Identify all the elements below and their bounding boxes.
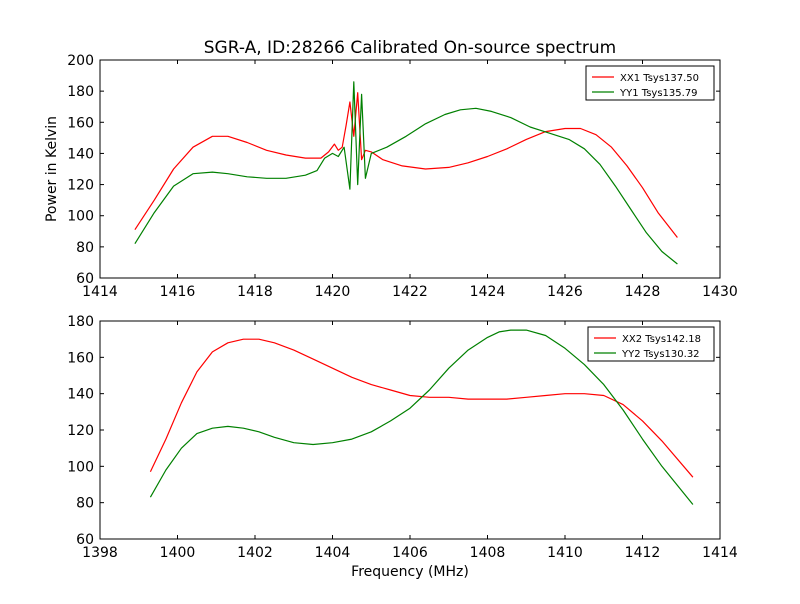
legend-label: YY1 Tsys135.79 [619,88,698,99]
x-tick-label: 1406 [392,545,428,561]
legend-label: YY2 Tsys130.32 [621,349,700,360]
x-tick-label: 1418 [237,284,273,300]
series-line-1-2 [134,81,678,265]
x-tick-label: 1420 [315,284,351,300]
y-tick-label: 60 [76,271,94,287]
y-tick-label: 80 [76,496,94,512]
y-tick-label: 180 [67,84,94,100]
legend-box-2 [587,326,715,362]
y-tick-label: 120 [67,423,94,439]
series-line-1-1 [134,92,678,238]
x-tick-label: 1426 [547,284,583,300]
series-line-2-2 [149,329,694,505]
series-line-2-1 [149,338,694,478]
x-tick-label: 1402 [237,545,273,561]
x-tick-label: 1414 [82,284,118,300]
x-tick-label: 1404 [315,545,351,561]
y-tick-label: 120 [67,178,94,194]
y-tick-label: 100 [67,459,94,475]
legend-box-1 [585,65,715,101]
chart-title: SGR-A, ID:28266 Calibrated On-source spe… [204,38,616,58]
y-tick-label: 160 [67,115,94,131]
x-tick-label: 1424 [470,284,506,300]
y-axis-label: Power in Kelvin [44,116,60,222]
y-tick-label: 200 [67,53,94,69]
y-tick-label: 160 [67,350,94,366]
legend-label: XX2 Tsys142.18 [622,334,701,345]
x-tick-label: 1398 [82,545,118,561]
x-tick-label: 1408 [470,545,506,561]
x-axis-label: Frequency (MHz) [351,564,469,580]
y-tick-label: 80 [76,240,94,256]
x-tick-label: 1414 [702,545,738,561]
x-tick-label: 1422 [392,284,428,300]
y-tick-label: 100 [67,209,94,225]
x-tick-label: 1428 [625,284,661,300]
legend-label: XX1 Tsys137.50 [620,73,699,84]
x-tick-label: 1412 [625,545,661,561]
y-tick-label: 180 [67,314,94,330]
y-tick-label: 140 [67,387,94,403]
x-tick-label: 1410 [547,545,583,561]
x-tick-label: 1430 [702,284,738,300]
y-tick-label: 140 [67,146,94,162]
x-tick-label: 1416 [160,284,196,300]
y-tick-label: 60 [76,532,94,548]
x-tick-label: 1400 [160,545,196,561]
